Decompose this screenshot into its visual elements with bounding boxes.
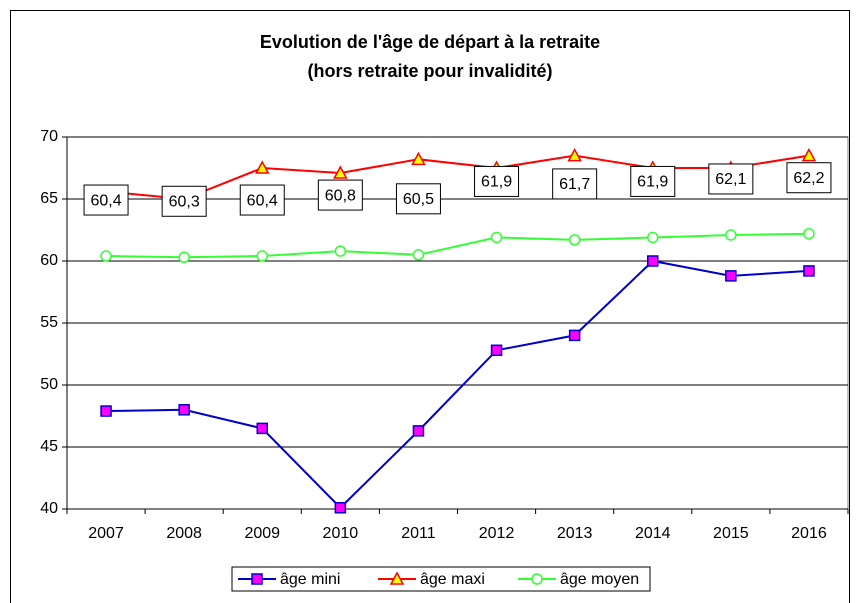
legend-marker [531, 573, 543, 585]
data-label: 60,5 [403, 191, 434, 208]
data-point [334, 245, 347, 257]
data-label-box [552, 168, 598, 200]
data-point [411, 151, 426, 166]
data-label-box [630, 165, 676, 197]
legend [231, 566, 651, 592]
data-point [256, 250, 268, 262]
x-tick-label: 2014 [635, 525, 671, 542]
data-point [801, 148, 817, 162]
y-tick-label: 60 [40, 252, 58, 269]
data-label: 60,4 [90, 192, 121, 209]
data-label-box [239, 184, 285, 216]
y-tick-label: 45 [40, 438, 58, 455]
data-point [333, 165, 348, 179]
x-tick-label: 2011 [401, 525, 436, 542]
x-tick-label: 2012 [479, 525, 515, 542]
data-point [725, 270, 737, 282]
data-point [178, 404, 190, 416]
data-point [178, 251, 190, 264]
legend-label: âge mini [280, 571, 340, 588]
data-point [334, 502, 347, 514]
data-point [100, 405, 112, 417]
x-tick-label: 2015 [713, 525, 749, 542]
data-label-box [708, 163, 754, 195]
data-point [567, 148, 582, 162]
data-label: 62,1 [715, 171, 746, 188]
data-label: 61,7 [559, 176, 590, 193]
data-point [568, 329, 581, 342]
y-tick-label: 70 [40, 128, 58, 145]
x-tick-label: 2016 [791, 525, 827, 542]
legend-label: âge moyen [560, 571, 639, 588]
legend-marker [251, 573, 263, 585]
data-point [412, 249, 425, 261]
data-point [256, 422, 268, 435]
data-point [647, 255, 659, 267]
data-label-box [395, 183, 441, 215]
x-tick-label: 2013 [557, 525, 593, 542]
chart-title: Evolution de l'âge de départ à la retrai… [260, 32, 600, 52]
data-label-box [83, 184, 129, 216]
data-label: 60,3 [169, 193, 200, 210]
data-label-box [161, 185, 207, 217]
data-point [412, 425, 425, 437]
data-label: 61,9 [637, 174, 668, 191]
data-label: 62,2 [793, 170, 824, 187]
x-tick-label: 2009 [244, 525, 280, 542]
y-tick-label: 40 [40, 500, 58, 517]
data-label: 61,9 [481, 174, 512, 191]
y-tick-label: 55 [40, 314, 58, 331]
chart-subtitle: (hors retraite pour invalidité) [307, 61, 552, 81]
data-point [254, 160, 270, 174]
legend-label: âge maxi [420, 571, 485, 588]
y-tick-label: 65 [40, 190, 58, 207]
data-label-box [474, 165, 520, 197]
series-line [105, 154, 810, 201]
data-label: 60,4 [247, 192, 278, 209]
data-point [490, 344, 503, 357]
data-label-box [786, 162, 832, 194]
x-tick-label: 2008 [166, 525, 202, 542]
data-point [490, 231, 503, 244]
y-tick-label: 50 [40, 376, 58, 393]
data-point [725, 229, 737, 241]
legend-marker [389, 571, 405, 585]
series-line [106, 259, 810, 510]
x-tick-label: 2007 [88, 525, 124, 542]
x-tick-label: 2010 [323, 525, 359, 542]
data-label: 60,8 [325, 187, 356, 204]
data-point [803, 227, 815, 240]
data-point [803, 265, 815, 277]
data-point [568, 234, 581, 246]
data-label-box [317, 179, 363, 211]
data-point [100, 250, 112, 262]
series-line [106, 232, 809, 259]
data-point [647, 231, 659, 244]
